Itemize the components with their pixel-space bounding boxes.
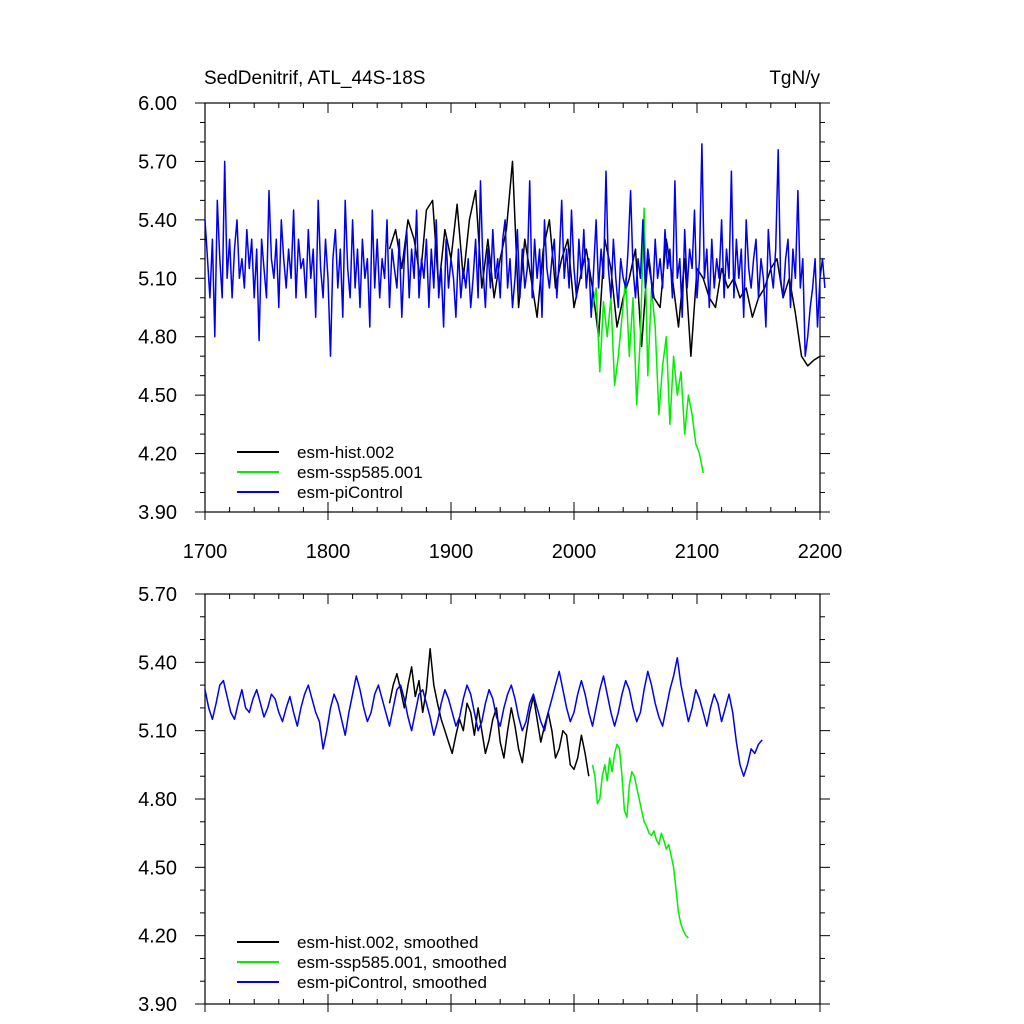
series-line-esm-picontrol-smoothed	[204, 657, 763, 777]
series-line-esm-ssp585-001-smoothed	[591, 743, 689, 939]
y-tick-label: 5.40	[138, 210, 177, 232]
chart-units-label: TgN/y	[769, 68, 820, 89]
top-plot-frame	[204, 102, 821, 513]
legend-label: esm-ssp585.001	[297, 463, 423, 482]
legend-label: esm-hist.002	[297, 443, 394, 462]
chart-title-left: SedDenitrif, ATL_44S-18S	[204, 68, 425, 89]
y-tick-label: 6.00	[138, 93, 177, 115]
legend-label: esm-piControl	[297, 483, 403, 502]
top-panel-raw: 1700 1800 1900 2000 2100 2200 3.90 4.20 4.50 4.80…	[138, 93, 842, 563]
legend-label: esm-piControl, smoothed	[297, 973, 487, 992]
series-line-esm-hist-002-smoothed	[388, 647, 590, 777]
y-tick-label: 5.10	[138, 268, 177, 290]
x-tick-label: 2200	[798, 541, 843, 563]
x-tick-label: 1700	[183, 541, 228, 563]
x-tick-label: 1800	[306, 541, 351, 563]
x-tick-label: 2100	[675, 541, 720, 563]
y-tick-label: 4.80	[138, 789, 177, 811]
y-tick-label: 4.20	[138, 444, 177, 466]
y-tick-label: 5.70	[138, 584, 177, 606]
y-tick-label: 4.20	[138, 926, 177, 948]
bottom-panel-smoothed: 3.90 4.20 4.50 4.80 5.10 5.40 5.70 esm-hist.002…	[138, 584, 830, 1016]
y-tick-label: 5.10	[138, 721, 177, 743]
y-tick-label: 5.40	[138, 652, 177, 674]
y-tick-label: 4.80	[138, 327, 177, 349]
series-line-esm-picontrol	[204, 143, 826, 357]
x-tick-label: 1900	[429, 541, 474, 563]
x-tick-label: 2000	[552, 541, 597, 563]
y-tick-label: 5.70	[138, 151, 177, 173]
legend-label: esm-hist.002, smoothed	[297, 933, 478, 952]
y-tick-label: 4.50	[138, 857, 177, 879]
y-tick-label: 3.90	[138, 994, 177, 1016]
legend-label: esm-ssp585.001, smoothed	[297, 953, 507, 972]
y-tick-label: 3.90	[138, 502, 177, 524]
y-tick-label: 4.50	[138, 385, 177, 407]
